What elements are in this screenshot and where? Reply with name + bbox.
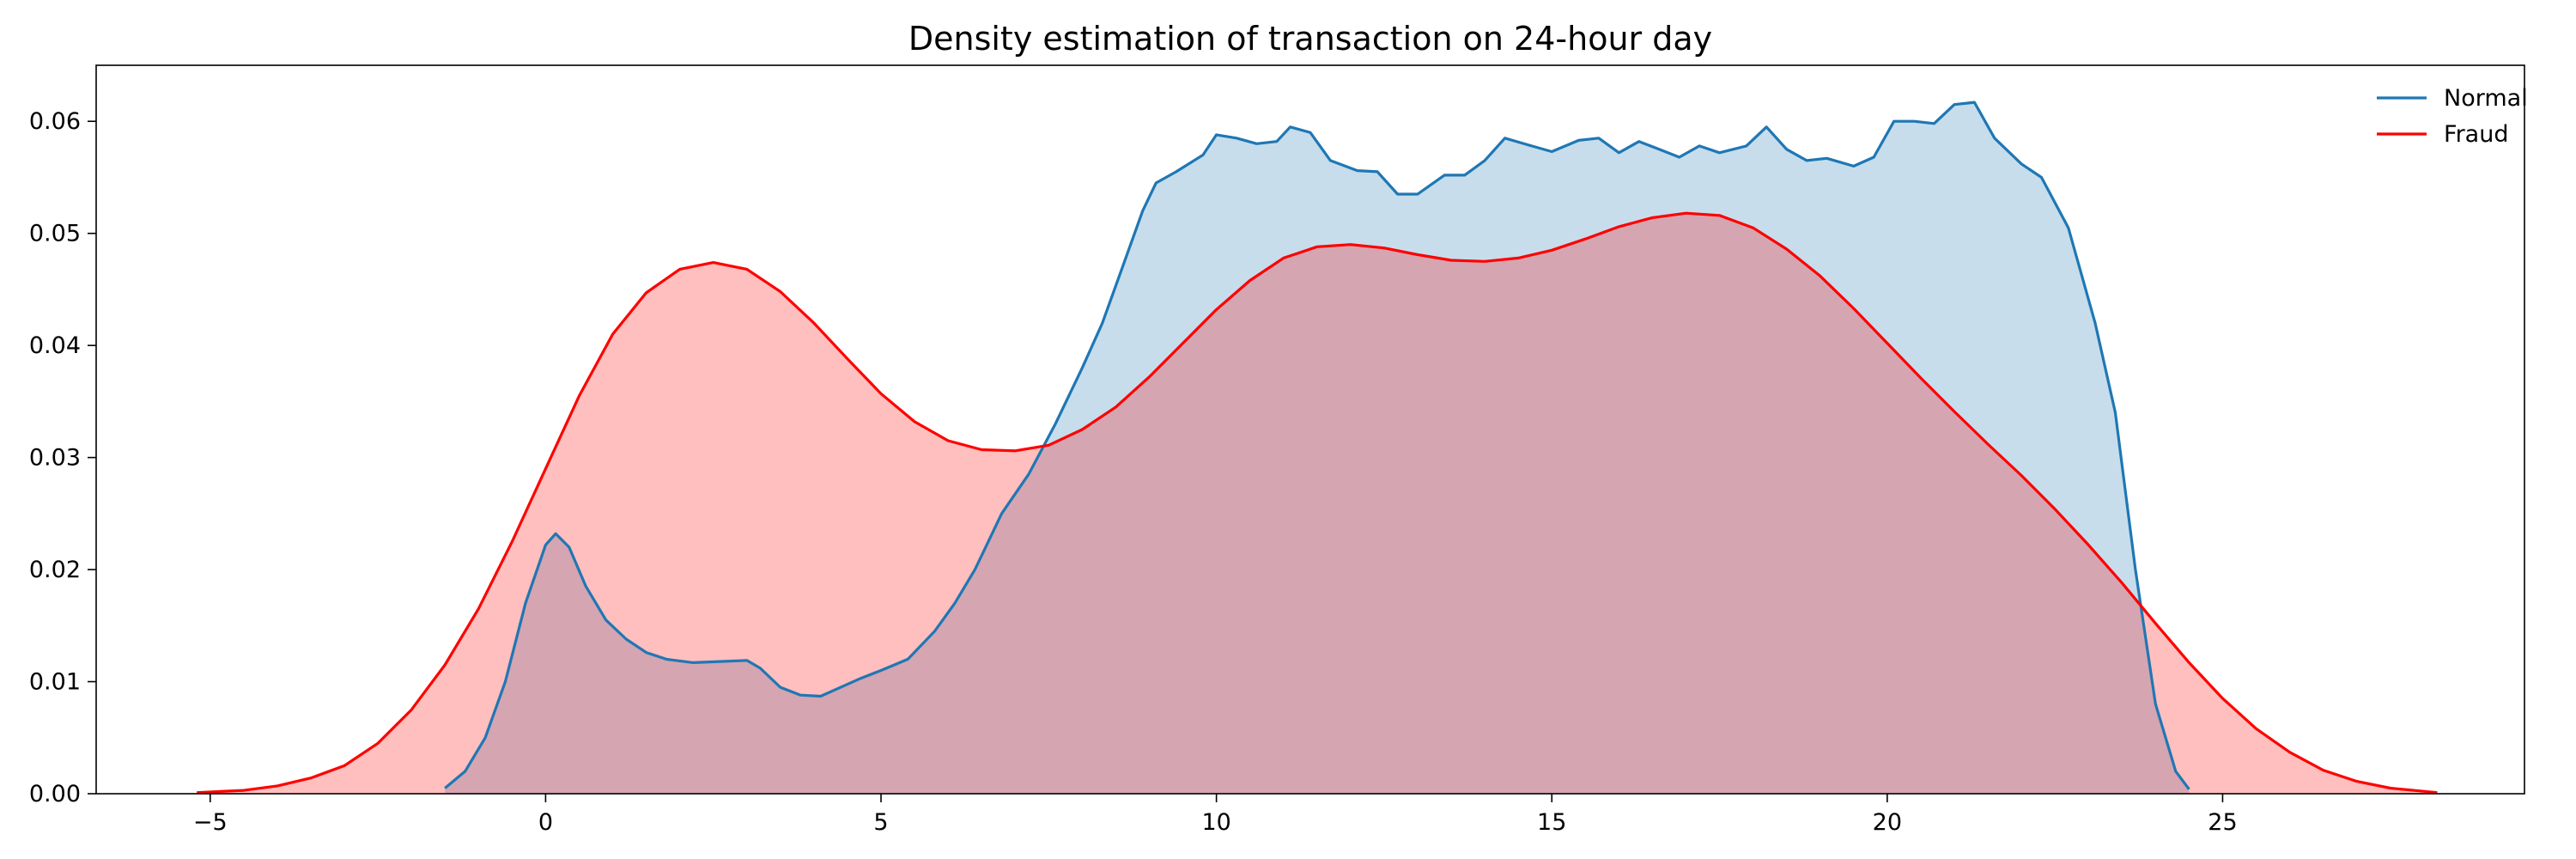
x-tick-label: 0 [538, 809, 553, 836]
line-fraud [197, 211, 2438, 795]
y-tick-label: 0.02 [29, 557, 81, 583]
x-tick-label: −5 [193, 809, 228, 836]
y-tick-label: 0.05 [29, 221, 81, 247]
legend: Normal Fraud [2377, 85, 2528, 148]
x-tick-label: 25 [2208, 809, 2237, 836]
y-tick-label: 0.03 [29, 445, 81, 472]
y-tick-label: 0.01 [29, 669, 81, 696]
y-axis: 0.00 0.01 0.02 0.03 0.04 0.05 0.06 [29, 108, 96, 807]
area-fraud [197, 213, 2438, 794]
line-normal [444, 101, 2190, 790]
y-tick-label: 0.00 [29, 781, 81, 807]
series-lines [197, 101, 2438, 795]
legend-label-normal: Normal [2444, 85, 2528, 112]
chart-title: Density estimation of transaction on 24-… [908, 20, 1712, 58]
area-normal [445, 102, 2190, 795]
x-tick-label: 15 [1537, 809, 1566, 836]
plot-frame [95, 64, 2525, 795]
series-areas [197, 102, 2438, 795]
x-tick-label: 20 [1873, 809, 1902, 836]
x-tick-label: 10 [1201, 809, 1230, 836]
legend-label-fraud: Fraud [2444, 121, 2508, 148]
y-tick-label: 0.04 [29, 332, 81, 359]
x-axis: −5 0 5 10 15 20 25 [193, 794, 2238, 836]
x-tick-label: 5 [873, 809, 888, 836]
y-tick-label: 0.06 [29, 108, 81, 135]
